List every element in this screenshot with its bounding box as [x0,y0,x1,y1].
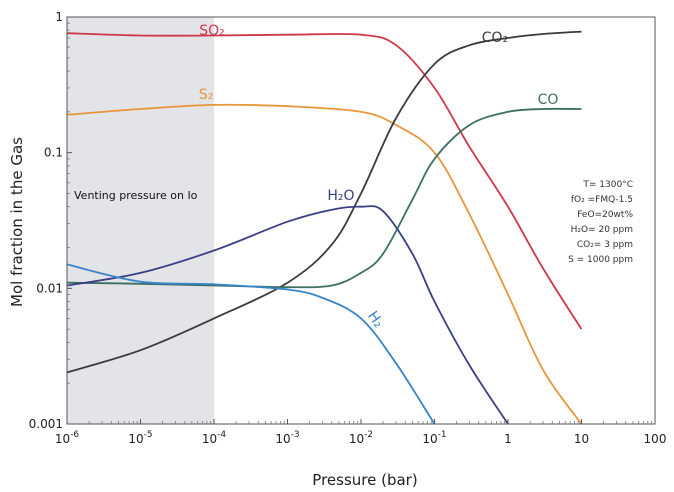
series-label: S₂ [199,87,214,103]
series-label: H₂O [327,188,354,204]
x-axis-title: Pressure (bar) [312,471,417,489]
series-line [66,107,582,289]
condition-note: CO₂= 3 ppm [577,240,633,250]
series-line [66,263,436,425]
series-line [66,30,582,374]
series-line [66,103,583,425]
series-label: H₂ [364,309,386,331]
condition-note: T= 1300°C [582,180,633,190]
y-tick-label: 0.001 [29,417,63,431]
shaded-region [67,17,214,424]
x-tick-label: 10-1 [422,430,446,446]
x-tick-label: 1 [504,432,512,446]
series-line [66,205,509,425]
x-tick-label: 100 [644,432,667,446]
x-tick-label: 10-3 [275,430,299,446]
x-tick-label: 10-6 [55,430,80,446]
x-tick-label: 10-2 [349,430,373,446]
x-tick-label: 10 [574,432,589,446]
y-tick-label: 0.01 [36,281,63,295]
x-tick-label: 10-4 [202,430,227,446]
x-tick-label: 10-5 [128,430,152,446]
condition-note: FeO=20wt% [577,210,633,220]
series-label: SO₂ [199,23,225,39]
condition-note: S = 1000 ppm [568,255,633,265]
y-tick-label: 1 [55,10,63,24]
series-label: CO₂ [482,30,508,46]
region-label: Venting pressure on Io [74,189,198,202]
y-tick-label: 0.1 [44,146,63,160]
condition-note: H₂O= 20 ppm [571,225,633,235]
condition-note: fO₂ =FMQ-1.5 [571,195,633,205]
series-line [66,32,583,330]
y-axis-title: Mol fraction in the Gas [8,137,26,307]
series-label: CO [538,92,559,108]
